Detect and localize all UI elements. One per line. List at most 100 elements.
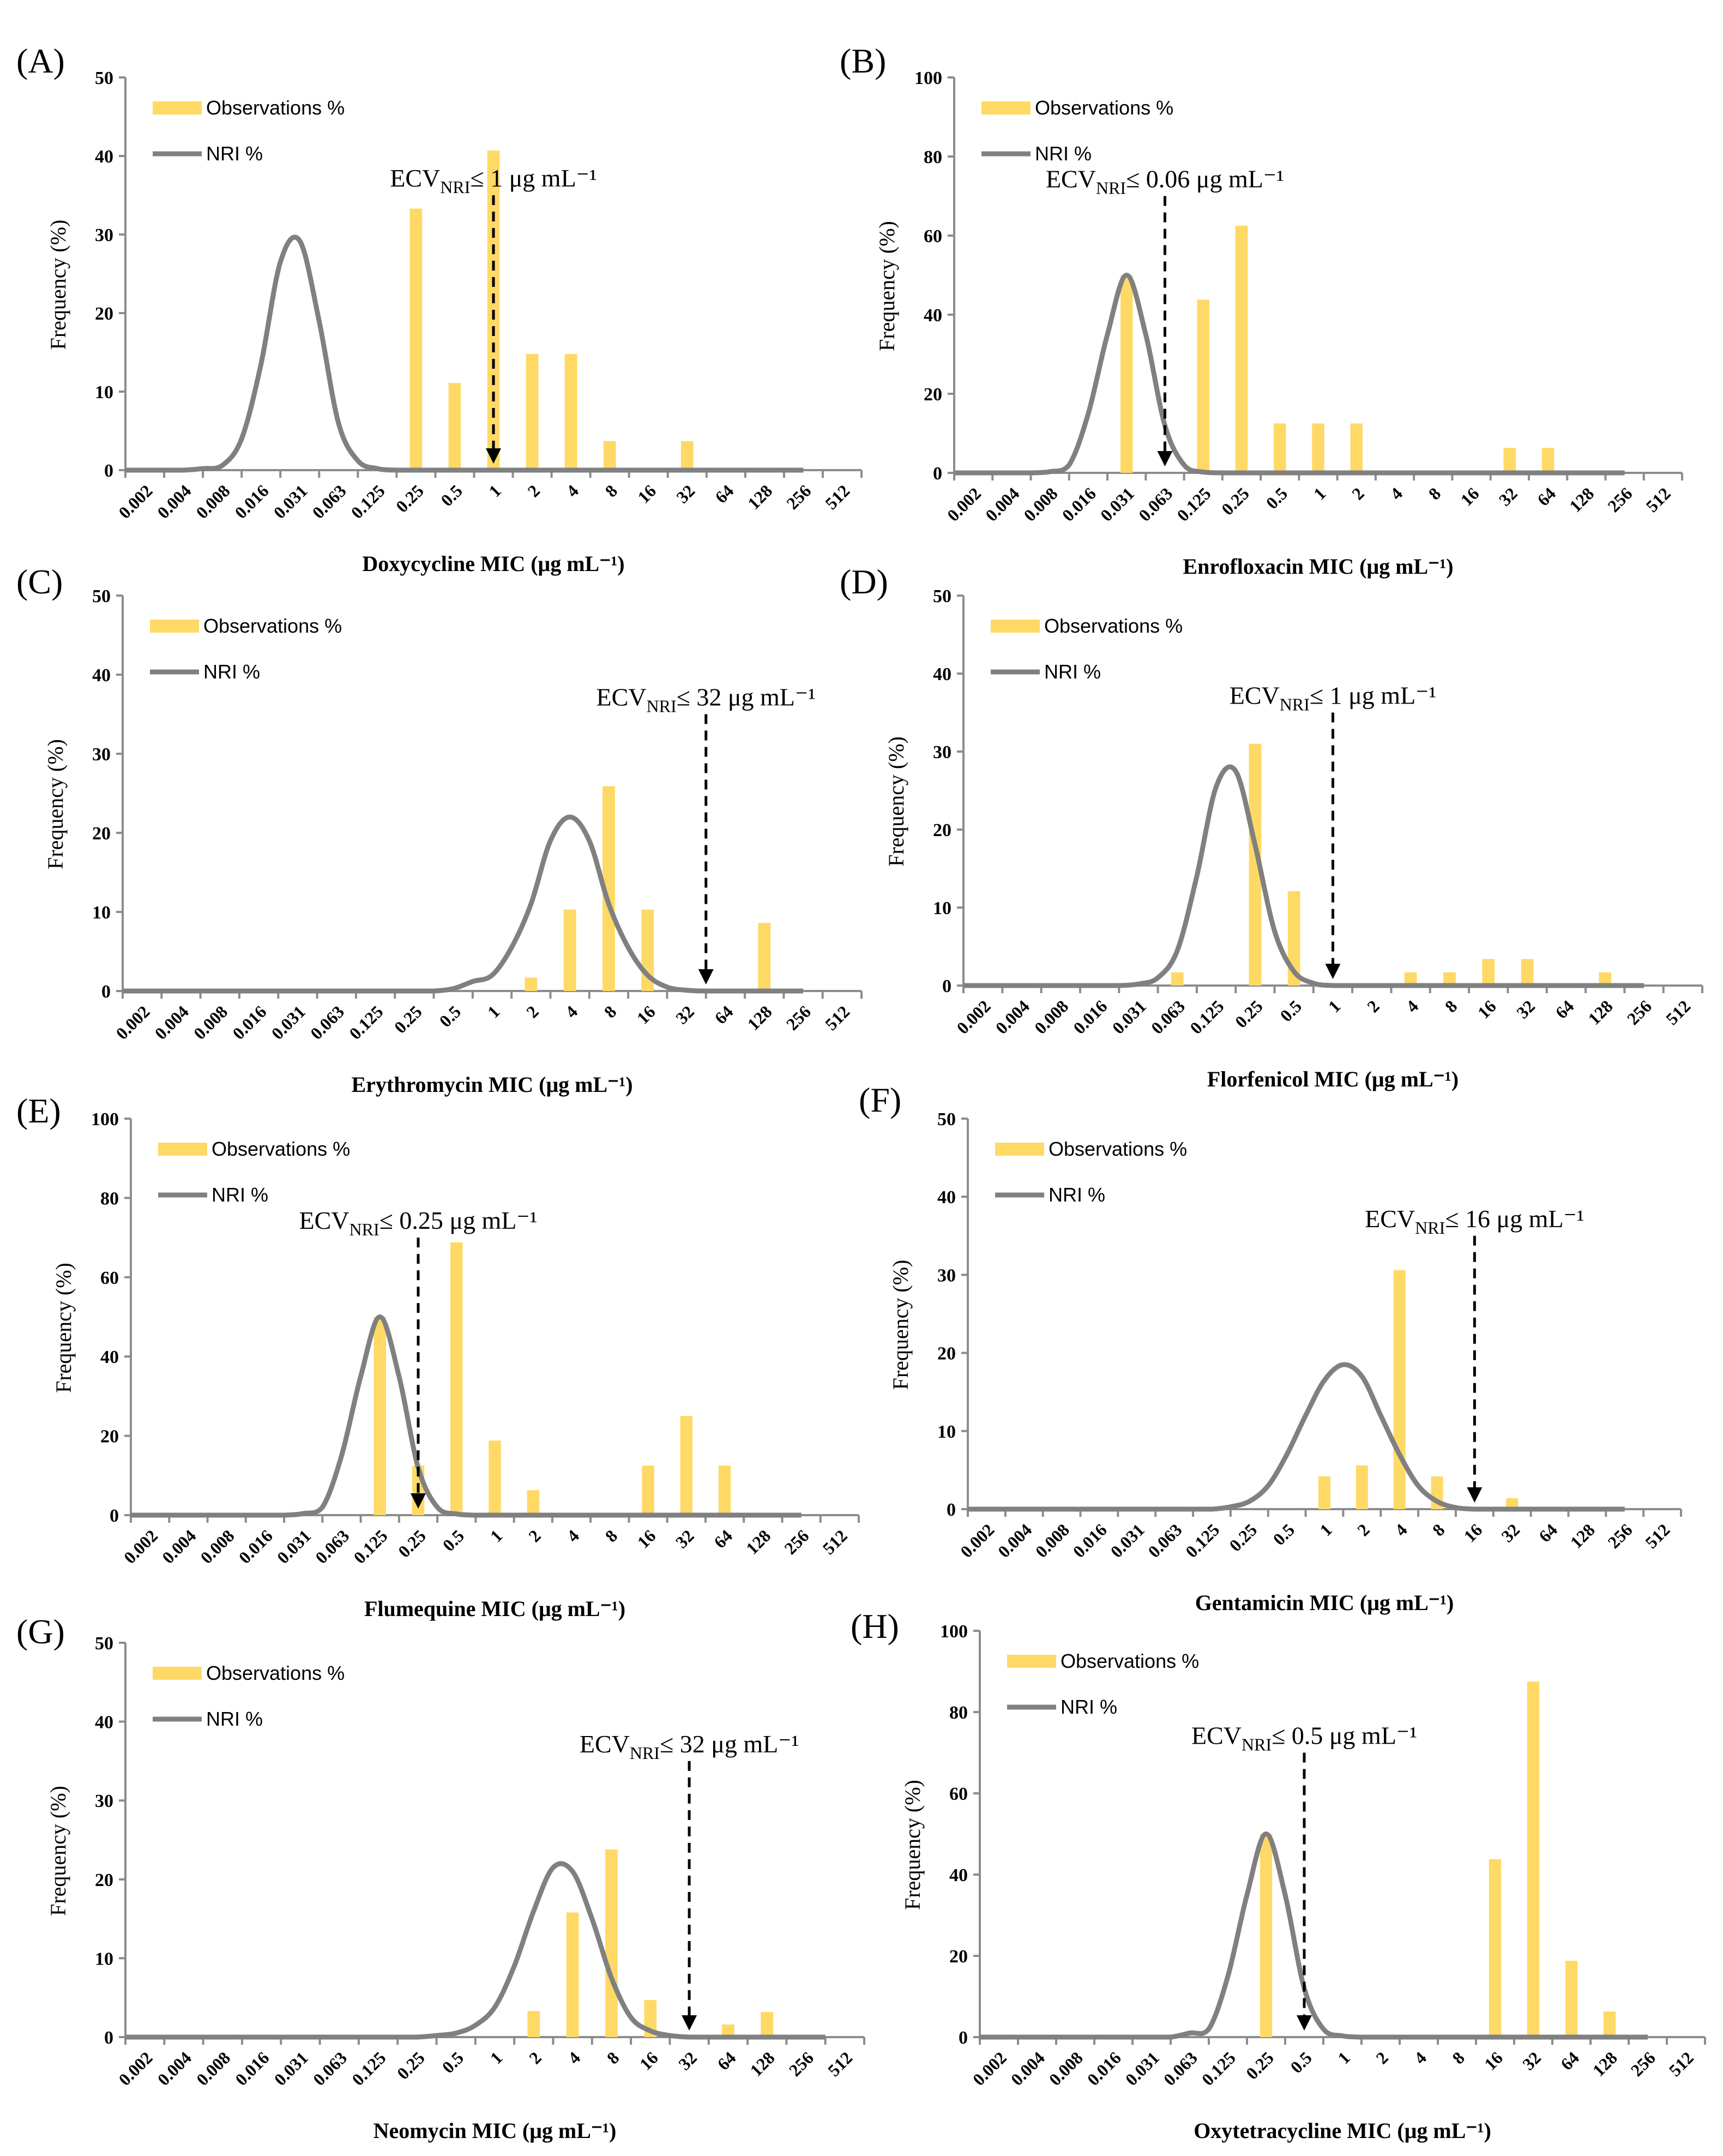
x-tick-label: 0.002 bbox=[112, 1001, 153, 1043]
x-tick-label: 8 bbox=[601, 1526, 621, 1546]
x-tick-label: 0.063 bbox=[308, 481, 350, 522]
x-tick-label: 128 bbox=[742, 1526, 774, 1558]
bar-observation bbox=[1312, 423, 1324, 473]
x-tick-label: 0.008 bbox=[1045, 2047, 1087, 2089]
x-tick-label: 0.125 bbox=[345, 1001, 387, 1043]
x-tick-label: 512 bbox=[821, 1001, 853, 1034]
bar-observation bbox=[489, 1440, 501, 1515]
x-axis-title: Erythromycin MIC (μg mL⁻¹) bbox=[351, 1072, 632, 1097]
x-tick-label: 64 bbox=[710, 1526, 736, 1552]
x-tick-label: 0.008 bbox=[192, 2047, 234, 2089]
bar-observation bbox=[603, 441, 616, 470]
y-tick-label: 0 bbox=[959, 2028, 968, 2048]
x-tick-label: 0.004 bbox=[158, 1526, 200, 1567]
x-tick-label: 512 bbox=[1642, 483, 1674, 515]
legend-swatch-observations bbox=[991, 620, 1040, 633]
x-tick-label: 4 bbox=[1391, 1520, 1411, 1540]
x-tick-label: 4 bbox=[563, 1526, 583, 1546]
x-tick-label: 0.004 bbox=[981, 483, 1023, 525]
nri-line bbox=[123, 814, 804, 994]
x-tick-label: 32 bbox=[672, 1526, 698, 1552]
x-tick-label: 64 bbox=[1535, 1520, 1561, 1546]
x-tick-label: 0.5 bbox=[1276, 996, 1305, 1025]
bar-observation bbox=[450, 1242, 463, 1515]
y-tick-label: 20 bbox=[95, 304, 113, 324]
y-tick-label: 100 bbox=[91, 1109, 119, 1130]
x-tick-label: 0.125 bbox=[1173, 483, 1214, 525]
x-tick-label: 0.063 bbox=[1144, 1520, 1185, 1561]
legend-observations: Observations % bbox=[1049, 1138, 1187, 1160]
ecv-arrowhead bbox=[1297, 2015, 1312, 2031]
y-tick-label: 40 bbox=[92, 665, 111, 686]
legend-observations: Observations % bbox=[212, 1138, 350, 1160]
x-tick-label: 0.031 bbox=[273, 1526, 315, 1567]
x-tick-label: 128 bbox=[743, 1001, 775, 1034]
y-axis-title: Frequency (%) bbox=[43, 739, 68, 869]
legend-nri: NRI % bbox=[212, 1184, 268, 1206]
x-tick-label: 1 bbox=[486, 1526, 507, 1546]
x-axis-title: Neomycin MIC (μg mL⁻¹) bbox=[373, 2118, 617, 2143]
x-tick-label: 0.002 bbox=[953, 996, 994, 1037]
legend-nri: NRI % bbox=[1049, 1184, 1105, 1206]
x-tick-label: 0.008 bbox=[190, 1001, 231, 1043]
nri-line bbox=[954, 273, 1625, 476]
bar-observation bbox=[1603, 2011, 1616, 2037]
y-tick-label: 40 bbox=[95, 1713, 113, 1733]
ecv-annotation: ECVNRI≤ 0.25 μg mL⁻¹ bbox=[299, 1206, 537, 1239]
x-tick-label: 1 bbox=[485, 481, 505, 501]
bar-observation bbox=[1318, 1476, 1331, 1509]
y-tick-label: 20 bbox=[100, 1427, 119, 1447]
x-tick-label: 128 bbox=[1565, 483, 1598, 515]
x-tick-label: 0.25 bbox=[1225, 1520, 1261, 1555]
legend-nri: NRI % bbox=[206, 1708, 263, 1730]
y-tick-label: 60 bbox=[949, 1784, 968, 1804]
y-tick-label: 20 bbox=[92, 824, 111, 844]
x-tick-label: 0.063 bbox=[311, 1526, 353, 1567]
x-tick-label: 2 bbox=[1372, 2047, 1392, 2068]
x-tick-label: 2 bbox=[525, 1526, 545, 1546]
y-tick-label: 100 bbox=[914, 68, 942, 88]
x-tick-label: 16 bbox=[633, 1526, 659, 1552]
x-tick-label: 0.125 bbox=[1198, 2047, 1239, 2089]
y-tick-label: 20 bbox=[933, 820, 951, 840]
bar-observation bbox=[721, 2024, 734, 2037]
y-tick-label: 30 bbox=[95, 1791, 113, 1811]
bar-observation bbox=[563, 909, 576, 991]
bar-observation bbox=[526, 353, 539, 470]
x-tick-label: 4 bbox=[1386, 483, 1406, 503]
y-axis-title: Frequency (%) bbox=[875, 221, 899, 351]
y-tick-label: 50 bbox=[937, 1109, 956, 1130]
bar-observation bbox=[448, 383, 461, 470]
legend-swatch-observations bbox=[153, 1667, 202, 1680]
x-tick-label: 0.063 bbox=[309, 2047, 351, 2089]
x-tick-label: 1 bbox=[486, 2047, 507, 2068]
legend-nri: NRI % bbox=[1044, 660, 1101, 683]
ecv-arrowhead bbox=[486, 448, 501, 464]
y-tick-label: 40 bbox=[933, 664, 951, 684]
nri-line bbox=[968, 1362, 1625, 1512]
y-tick-label: 0 bbox=[933, 464, 942, 484]
x-tick-label: 64 bbox=[1557, 2047, 1583, 2074]
ecv-annotation: ECVNRI≤ 32 μg mL⁻¹ bbox=[597, 683, 816, 716]
x-tick-label: 0.002 bbox=[956, 1520, 998, 1561]
y-tick-label: 40 bbox=[937, 1187, 956, 1208]
x-tick-label: 8 bbox=[1429, 1520, 1449, 1540]
x-tick-label: 512 bbox=[824, 2047, 856, 2080]
y-tick-label: 10 bbox=[95, 1949, 113, 1969]
nri-line bbox=[125, 235, 804, 473]
y-tick-label: 50 bbox=[95, 1633, 113, 1654]
bar-observation bbox=[605, 1849, 618, 2037]
x-tick-label: 0.063 bbox=[1147, 996, 1189, 1037]
x-tick-label: 0.063 bbox=[1135, 483, 1176, 525]
panel-label: (A) bbox=[16, 41, 65, 80]
bar-observation bbox=[1249, 743, 1262, 986]
x-tick-label: 0.008 bbox=[1020, 483, 1061, 525]
x-tick-label: 512 bbox=[1662, 996, 1694, 1028]
x-tick-label: 8 bbox=[600, 1001, 620, 1022]
x-tick-label: 32 bbox=[1497, 1520, 1523, 1546]
